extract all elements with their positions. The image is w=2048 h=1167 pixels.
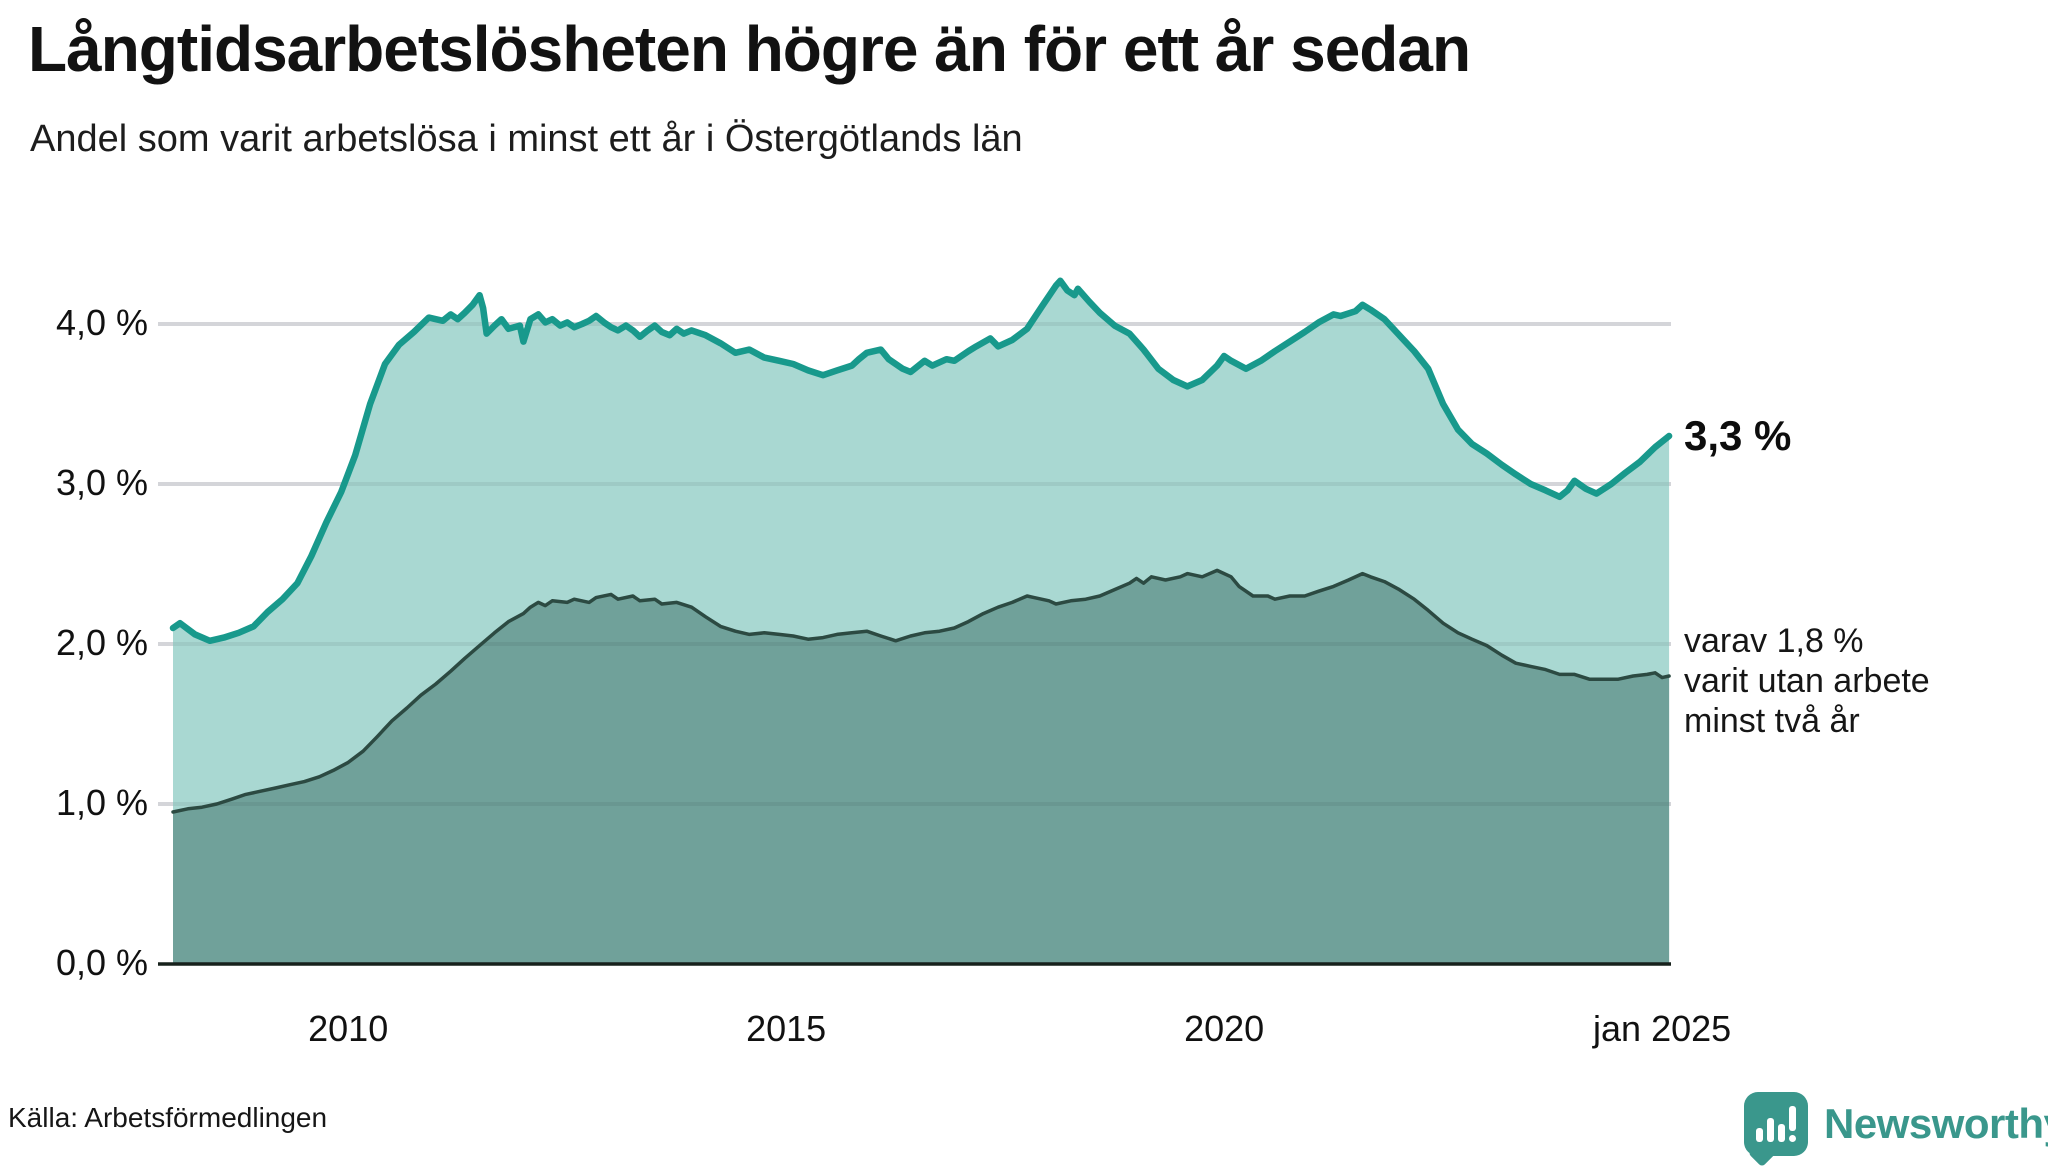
page-title: Långtidsarbetslösheten högre än för ett …	[28, 13, 1471, 85]
brand-name: Newsworthy	[1824, 1100, 2048, 1147]
exclamation-icon	[1789, 1106, 1796, 1131]
newsworthy-logo: Newsworthy	[1744, 1092, 2048, 1167]
end-note-line: minst två år	[1684, 702, 1860, 740]
bar-chart-icon	[1756, 1128, 1763, 1142]
exclamation-dot-icon	[1789, 1135, 1796, 1142]
x-tick-label: 2015	[746, 1008, 827, 1049]
x-tick-label: 2020	[1184, 1008, 1265, 1049]
bar-chart-icon	[1767, 1118, 1774, 1142]
bar-chart-icon	[1778, 1124, 1785, 1142]
y-tick-label: 4,0 %	[55, 302, 148, 343]
x-tick-label: 2010	[308, 1008, 389, 1049]
end-note-line: varit utan arbete	[1684, 662, 1930, 700]
y-tick-label: 0,0 %	[55, 942, 148, 983]
source-credit: Källa: Arbetsförmedlingen	[8, 1102, 328, 1133]
y-tick-label: 3,0 %	[55, 462, 148, 503]
end-value-label-total: 3,3 %	[1684, 412, 1792, 459]
x-tick-label: jan 2025	[1593, 1008, 1732, 1049]
end-note-two-year: varav 1,8 % varit utan arbete minst två …	[1684, 621, 1930, 741]
bubble-tail	[1747, 1138, 1777, 1167]
y-tick-label: 1,0 %	[55, 782, 148, 823]
newsworthy-bubble-icon	[1744, 1092, 1808, 1167]
y-tick-label: 2,0 %	[55, 622, 148, 663]
chart-subtitle: Andel som varit arbetslösa i minst ett å…	[30, 118, 1023, 160]
end-note-line: varav 1,8 %	[1684, 622, 1864, 660]
